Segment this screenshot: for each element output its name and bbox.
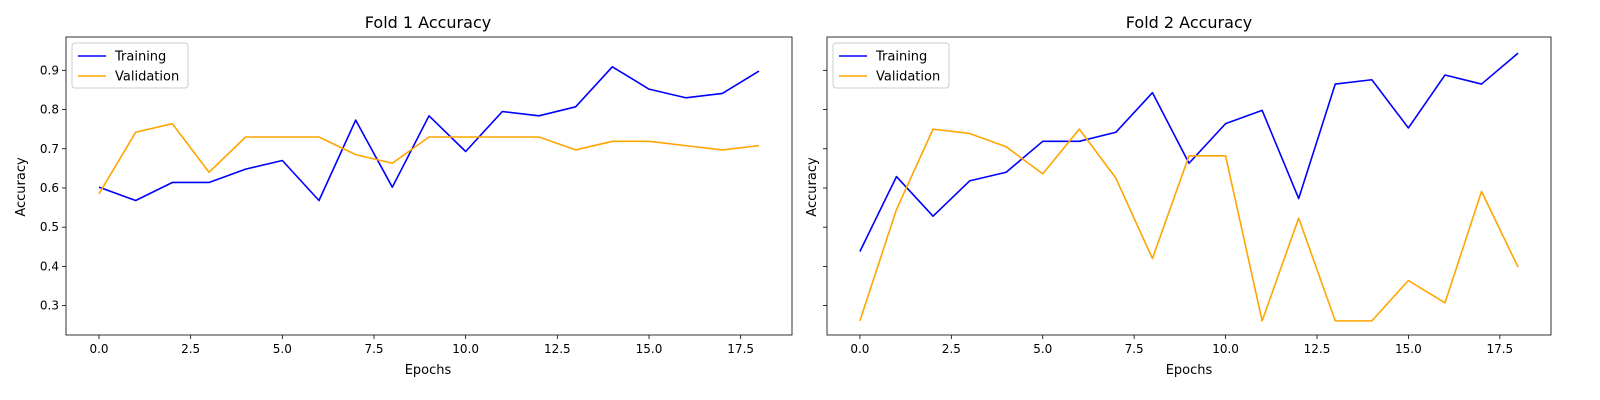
x-tick-label: 10.0 bbox=[452, 342, 479, 356]
x-tick-label: 7.5 bbox=[1125, 342, 1144, 356]
legend-label: Training bbox=[875, 50, 927, 65]
y-tick-label: 0.8 bbox=[40, 103, 59, 117]
x-axis-title: Epochs bbox=[405, 363, 452, 378]
x-tick-label: 15.0 bbox=[1395, 342, 1422, 356]
y-tick-label: 0.5 bbox=[40, 220, 59, 234]
x-tick-label: 17.5 bbox=[727, 342, 754, 356]
y-axis-title: Accuracy bbox=[14, 157, 29, 217]
x-tick-label: 7.5 bbox=[364, 342, 383, 356]
x-tick-label: 0.0 bbox=[850, 342, 869, 356]
x-tick-label: 17.5 bbox=[1486, 342, 1513, 356]
y-tick-label: 0.7 bbox=[40, 142, 59, 156]
x-tick-label: 5.0 bbox=[273, 342, 292, 356]
x-tick-label: 2.5 bbox=[942, 342, 961, 356]
axes-frame bbox=[826, 36, 1552, 336]
series-line-validation bbox=[98, 122, 760, 195]
y-tick-label: 0.3 bbox=[40, 299, 59, 313]
chart-title: Fold 2 Accuracy bbox=[1126, 13, 1252, 32]
chart-title: Fold 1 Accuracy bbox=[365, 13, 491, 32]
x-tick-label: 5.0 bbox=[1033, 342, 1052, 356]
y-tick-label: 0.6 bbox=[40, 181, 59, 195]
legend: Training Validation bbox=[71, 42, 189, 89]
series-line-training bbox=[98, 66, 760, 202]
x-tick-label: 10.0 bbox=[1212, 342, 1239, 356]
x-tick-label: 12.5 bbox=[544, 342, 571, 356]
x-tick-label: 12.5 bbox=[1304, 342, 1331, 356]
series-line-training bbox=[859, 52, 1519, 252]
x-tick-label: 15.0 bbox=[636, 342, 663, 356]
x-tick-label: 2.5 bbox=[181, 342, 200, 356]
x-tick-label: 0.0 bbox=[89, 342, 108, 356]
fold-2-chart: Fold 2 Accuracy 0.0 2.5 5.0 7.5 10.0 12.5 15.0… bbox=[805, 13, 1552, 378]
legend-label: Validation bbox=[876, 70, 940, 85]
plot-area: 0.0 2.5 5.0 7.5 10.0 12.5 15.0 17.5 0.3 0.4 0.5 0.6… bbox=[40, 36, 793, 356]
x-axis-title: Epochs bbox=[1166, 363, 1213, 378]
y-axis-title: Accuracy bbox=[805, 157, 820, 217]
y-tick-label: 0.9 bbox=[40, 63, 59, 77]
legend: Training Validation bbox=[832, 42, 950, 89]
legend-label: Validation bbox=[115, 70, 179, 85]
fold-1-chart: Fold 1 Accuracy 0.0 2.5 5.0 7.5 10.0 12.5 15.0… bbox=[14, 13, 793, 378]
axes-frame bbox=[65, 36, 793, 336]
series-line-validation bbox=[859, 128, 1519, 322]
legend-label: Training bbox=[114, 50, 166, 65]
plot-area: 0.0 2.5 5.0 7.5 10.0 12.5 15.0 17.5 bbox=[823, 36, 1552, 356]
y-tick-label: 0.4 bbox=[40, 259, 59, 273]
